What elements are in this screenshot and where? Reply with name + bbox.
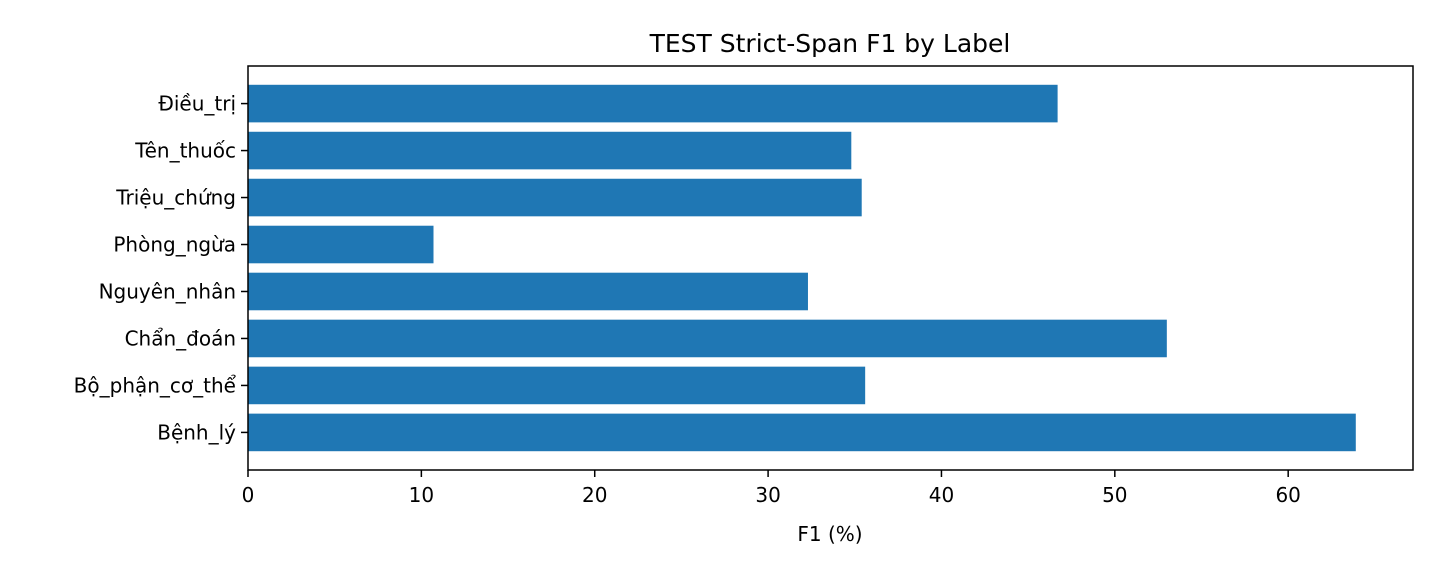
y-tick-label: Bộ_phận_cơ_thể: [74, 373, 237, 397]
y-tick-label: Chẩn_đoán: [125, 326, 236, 350]
bar: [248, 84, 1058, 123]
bar: [248, 413, 1356, 452]
y-tick-label: Phòng_ngừa: [113, 233, 236, 257]
bar: [248, 178, 862, 217]
plot-frame: [247, 65, 1414, 471]
bar: [248, 131, 852, 170]
x-tick-label: 20: [582, 483, 607, 507]
x-tick-label: 40: [929, 483, 954, 507]
y-tick-label: Điều_trị: [158, 92, 236, 116]
chart-title: TEST Strict-Span F1 by Label: [649, 29, 1011, 58]
y-tick-label: Nguyên_nhân: [99, 279, 236, 303]
bar: [248, 272, 808, 311]
x-axis-label: F1 (%): [797, 522, 862, 546]
y-tick-label: Triệu_chứng: [115, 186, 236, 210]
x-tick-label: 60: [1275, 483, 1300, 507]
y-axis-ticks: Bệnh_lý Bộ_phận_cơ_thể Chẩn_đoán Nguyên_nhâ…: [74, 92, 248, 444]
bar: [248, 366, 866, 405]
y-tick-label: Bệnh_lý: [157, 420, 236, 444]
x-tick-label: 50: [1102, 483, 1127, 507]
x-tick-label: 30: [755, 483, 780, 507]
bar: [248, 319, 1167, 358]
x-tick-label: 10: [409, 483, 434, 507]
bars-group: [248, 84, 1356, 452]
x-tick-label: 0: [242, 483, 255, 507]
x-axis-ticks: 0 10 20 30 40 50 60: [242, 470, 1301, 507]
y-tick-label: Tên_thuốc: [134, 139, 236, 163]
bar: [248, 225, 434, 264]
